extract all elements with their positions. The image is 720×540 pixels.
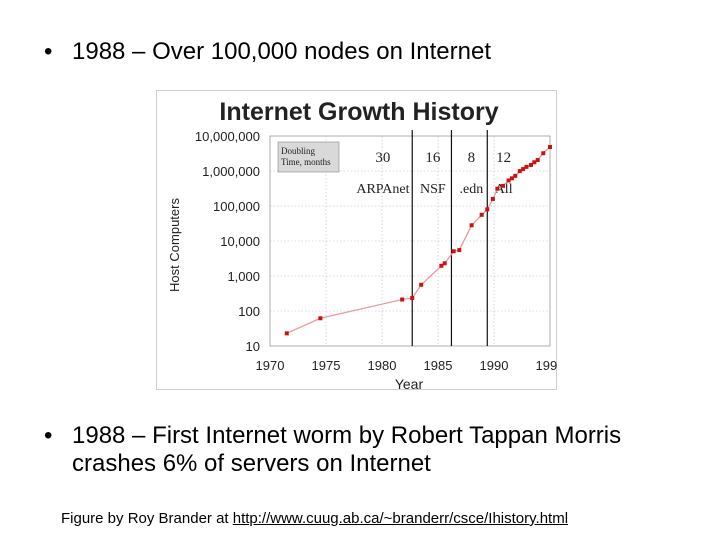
host-count-point xyxy=(524,164,529,169)
figure-credit: Figure by Roy Brander at http://www.cuug… xyxy=(61,509,568,529)
host-count-point xyxy=(485,207,490,212)
credit-link[interactable]: http://www.cuug.ab.ca/~branderr/csce/Ihi… xyxy=(232,510,569,527)
host-count-point xyxy=(500,183,505,188)
bullet-marker: • xyxy=(44,422,53,449)
host-count-point xyxy=(528,162,533,167)
doubling-legend-line2: Time, months xyxy=(281,157,331,167)
bullet-1988-nodes: • 1988 – Over 100,000 nodes on Internet xyxy=(44,38,491,66)
y-tick-label: 10,000,000 xyxy=(195,129,260,144)
host-count-point xyxy=(318,316,323,321)
bullet-text: 1988 – Over 100,000 nodes on Internet xyxy=(72,38,491,65)
x-tick-label: 1975 xyxy=(312,358,341,373)
host-count-point xyxy=(479,212,484,217)
host-count-point xyxy=(284,331,289,336)
y-tick-label: 100,000 xyxy=(213,199,260,214)
y-tick-label: 10,000 xyxy=(220,234,260,249)
host-count-point xyxy=(457,248,462,253)
era-doubling-label: 30 xyxy=(375,150,390,166)
host-count-point xyxy=(410,296,415,301)
chart-title: Internet Growth History xyxy=(219,98,498,126)
era-doubling-label: 12 xyxy=(496,150,511,166)
x-tick-label: 1970 xyxy=(256,358,285,373)
y-tick-label: 100 xyxy=(238,304,260,319)
host-count-point xyxy=(442,261,447,266)
host-count-point xyxy=(506,178,511,183)
internet-growth-figure: Internet Growth History 10 100 1,000 10,000 1… xyxy=(156,90,558,391)
y-axis-label: Host Computers xyxy=(167,198,182,292)
host-count-point xyxy=(535,158,540,163)
x-tick-label: 1995 xyxy=(536,358,558,373)
bullet-1988-worm: • 1988 – First Internet worm by Robert T… xyxy=(44,422,664,478)
y-tick-label: 1,000 xyxy=(227,269,260,284)
x-axis-label: Year xyxy=(395,376,424,391)
host-count-point xyxy=(400,297,405,302)
host-count-point xyxy=(517,169,522,174)
host-count-point xyxy=(439,263,444,268)
host-count-point xyxy=(521,167,526,172)
host-count-point xyxy=(495,186,500,191)
y-tick-label: 10 xyxy=(246,339,260,354)
host-count-point xyxy=(509,176,514,181)
x-tick-label: 1980 xyxy=(368,358,397,373)
host-count-point xyxy=(419,282,424,287)
internet-growth-chart: Internet Growth History 10 100 1,000 10,000 1… xyxy=(167,98,558,391)
era-doubling-label: 16 xyxy=(425,150,441,166)
host-count-point xyxy=(469,223,474,228)
era-name-label: NSF xyxy=(420,182,446,197)
y-tick-label: 1,000,000 xyxy=(202,164,260,179)
x-tick-label: 1985 xyxy=(424,358,453,373)
era-doubling-label: 8 xyxy=(468,150,476,166)
doubling-legend-box xyxy=(277,141,340,173)
era-name-label: ARPAnet xyxy=(356,182,409,197)
bullet-text: 1988 – First Internet worm by Robert Tap… xyxy=(72,422,622,477)
doubling-legend-line1: Doubling xyxy=(281,146,316,156)
host-count-point xyxy=(541,151,546,156)
bullet-marker: • xyxy=(44,38,53,65)
era-name-label: All xyxy=(495,182,513,197)
host-count-point xyxy=(532,160,537,165)
host-count-point xyxy=(451,249,456,254)
host-count-point xyxy=(490,196,495,201)
x-tick-label: 1990 xyxy=(480,358,509,373)
host-count-point xyxy=(513,173,518,178)
host-count-point xyxy=(548,144,552,149)
era-name-label: .edn xyxy=(460,182,484,197)
credit-prefix: Figure by Roy Brander at xyxy=(61,510,233,527)
